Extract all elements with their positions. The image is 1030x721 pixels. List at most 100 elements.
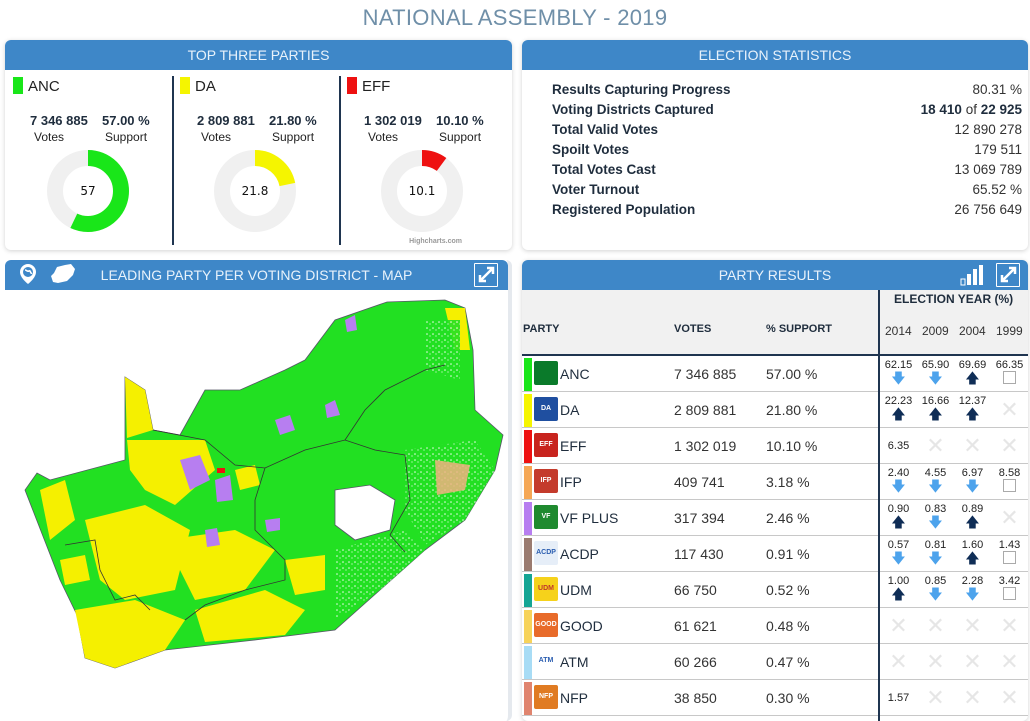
history-value: 1.60 [961,539,984,551]
history-cell-1999: ✕ [991,392,1028,428]
table-row[interactable]: IFP IFP 409 741 3.18 % 2.40 🡇 4.55 🡇 6.97 🡇 8.58 [522,464,1028,500]
results-table-header: PARTY VOTES % SUPPORT ELECTION YEAR (%) … [522,290,1028,356]
table-row[interactable]: GOOD GOOD 61 621 0.48 % ✕ ✕ ✕ ✕ [522,608,1028,644]
not-contested-icon: ✕ [926,433,945,458]
party-logo [534,361,558,385]
history-cell-2009: 16.66 🡅 [917,392,954,428]
not-contested-icon: ✕ [1000,433,1019,458]
arrow-down-icon: 🡇 [928,586,943,602]
col-votes[interactable]: VOTES [674,323,712,335]
history-cell-1999: ✕ [991,680,1028,716]
party-support: 10.10 % [436,113,484,128]
history-cell-2014: 6.35 [880,428,917,464]
votes-label: Votes [34,130,65,144]
bar-chart-icon[interactable] [960,264,984,296]
support-donut-chart[interactable]: 10.1 [381,150,463,232]
party-name: GOOD [560,618,603,634]
not-contested-icon: ✕ [963,649,982,674]
year-header-2004[interactable]: 2004 [959,324,986,338]
stat-label: Total Votes Cast [552,162,656,177]
trend-placeholder [991,551,1028,566]
not-contested-icon: ✕ [1000,397,1019,422]
col-support[interactable]: % SUPPORT [766,323,833,335]
table-row[interactable]: ANC 7 346 885 57.00 % 62.15 🡇 65.90 🡇 69.69 🡅 66.… [522,356,1028,392]
party-name: ANC [560,366,590,382]
party-support: 57.00 % [766,366,818,382]
party-name-text: DA [195,78,216,95]
history-cell-2004: 2.28 🡇 [954,572,991,608]
year-header-1999[interactable]: 1999 [996,324,1023,338]
history-cell-2014: ✕ [880,644,917,680]
support-donut-chart[interactable]: 21.8 [214,150,296,232]
table-row[interactable]: NFP NFP 38 850 0.30 % 1.57 ✕ ✕ ✕ [522,680,1028,716]
history-value: 8.58 [998,467,1021,479]
table-row[interactable]: DA DA 2 809 881 21.80 % 22.23 🡅 16.66 🡅 12.37 🡅 ✕ [522,392,1028,428]
table-row[interactable]: VF VF PLUS 317 394 2.46 % 0.90 🡅 0.83 🡇 0.89 🡅 ✕ [522,500,1028,536]
col-party[interactable]: PARTY [523,323,560,335]
history-cell-2009: 4.55 🡇 [917,464,954,500]
highcharts-credit[interactable]: Highcharts.com [409,238,462,245]
not-contested-icon: ✕ [1000,505,1019,530]
donut-slice-eff[interactable] [381,150,463,232]
stat-value: 12 890 278 [954,122,1022,137]
history-cell-2014: 0.90 🡅 [880,500,917,536]
party-color-swatch [180,77,190,94]
history-cell-1999: 1.43 [991,536,1028,572]
party-color-bar [524,610,532,643]
stat-value: 80.31 % [972,82,1022,97]
stat-row: Voter Turnout 65.52 % [552,182,1022,202]
arrow-down-icon: 🡇 [928,514,943,530]
arrow-down-icon: 🡇 [891,478,906,494]
table-row[interactable]: ACDP ACDP 117 430 0.91 % 0.57 🡇 0.81 🡇 1.60 🡅 1.43 [522,536,1028,572]
donut-slice-da[interactable] [214,150,296,232]
expand-icon[interactable] [474,263,498,287]
history-cell-1999: ✕ [991,608,1028,644]
table-row[interactable]: UDM UDM 66 750 0.52 % 1.00 🡅 0.85 🡇 2.28 🡇 3.42 [522,572,1028,608]
globe-pin-icon[interactable] [17,263,39,294]
table-row[interactable]: ATM ATM 60 266 0.47 % ✕ ✕ ✕ ✕ [522,644,1028,680]
trend-placeholder [991,587,1028,602]
donut-value-label: 57 [80,184,95,198]
map-header-title: LEADING PARTY PER VOTING DISTRICT - MAP [100,267,413,283]
expand-icon[interactable] [996,263,1020,287]
year-header-2014[interactable]: 2014 [885,324,912,338]
support-label: Support [272,130,315,144]
party-votes: 1 302 019 [364,113,422,128]
party-name-text: ANC [28,78,60,95]
party-color-bar [524,358,532,391]
arrow-down-icon: 🡇 [891,370,906,386]
support-label: Support [105,130,148,144]
party-card-da: DA 2 809 881 21.80 % Votes Support 21.8 [172,70,340,245]
election-statistics-panel: ELECTION STATISTICS Results Capturing Pr… [522,40,1028,250]
history-value: 69.69 [958,359,987,371]
not-contested-icon: ✕ [1000,685,1019,710]
not-contested-icon: ✕ [963,433,982,458]
party-name: ACDP [560,546,599,562]
party-logo: DA [534,397,558,421]
history-value: 16.66 [921,395,950,407]
south-africa-icon[interactable] [49,263,77,295]
support-donut-chart[interactable]: 57 [47,150,129,232]
party-logo: VF [534,505,558,529]
history-cell-2004: 12.37 🡅 [954,392,991,428]
history-cell-2009: ✕ [917,644,954,680]
party-name: UDM [560,582,592,598]
table-row[interactable]: EFF EFF 1 302 019 10.10 % 6.35 ✕ ✕ ✕ [522,428,1028,464]
party-name: EFF [560,438,587,454]
party-support: 0.91 % [766,546,810,562]
party-votes: 38 850 [674,690,717,706]
party-votes: 409 741 [674,474,725,490]
history-cell-1999: 8.58 [991,464,1028,500]
voting-district-map[interactable] [5,290,505,721]
top-three-parties-panel: TOP THREE PARTIES ANC 7 346 885 57.00 % Vot… [5,40,512,250]
arrow-up-icon: 🡅 [891,586,906,602]
year-header-2009[interactable]: 2009 [922,324,949,338]
donut-slice-anc[interactable] [47,150,129,232]
arrow-up-icon: 🡅 [965,514,980,530]
donut-value-label: 21.8 [242,184,269,198]
arrow-up-icon: 🡅 [965,406,980,422]
stat-label: Spoilt Votes [552,142,630,157]
party-color-bar [524,574,532,607]
election-statistics-header: ELECTION STATISTICS [522,40,1028,70]
party-support: 2.46 % [766,510,810,526]
